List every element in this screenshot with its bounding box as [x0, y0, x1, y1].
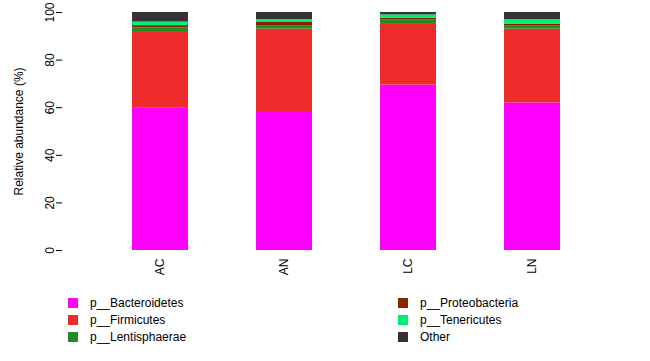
- svg-text:AC: AC: [153, 258, 167, 275]
- svg-text:0: 0: [43, 247, 57, 254]
- html-text:p__Firmicutes: p__Firmicutes: [90, 313, 166, 327]
- svg-text:80: 80: [43, 53, 57, 67]
- svg-text:60: 60: [43, 101, 57, 115]
- html-text:Other: Other: [420, 330, 450, 344]
- html-text:p__Lentisphaerae: p__Lentisphaerae: [90, 330, 187, 344]
- svg-text:100: 100: [43, 2, 57, 22]
- svg-text:LC: LC: [401, 258, 415, 274]
- html-text:p__Proteobacteria: p__Proteobacteria: [420, 296, 519, 310]
- svg-text:LN: LN: [525, 259, 539, 274]
- html-text:p__Tenericutes: p__Tenericutes: [420, 313, 502, 327]
- svg-text:Relative abundance (%): Relative abundance (%): [12, 67, 26, 195]
- svg-text:40: 40: [43, 148, 57, 162]
- html-text:p__Bacteroidetes: p__Bacteroidetes: [90, 296, 184, 310]
- svg-text:20: 20: [43, 196, 57, 210]
- svg-text:AN: AN: [277, 259, 291, 276]
